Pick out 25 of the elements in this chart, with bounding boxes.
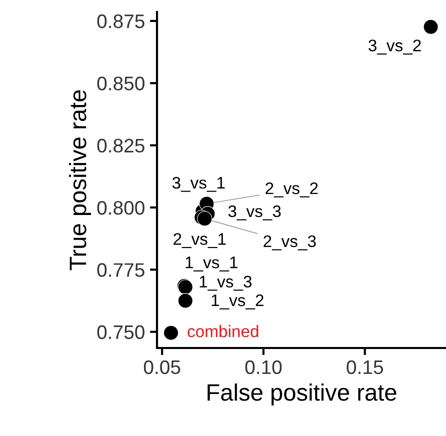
x-axis-title: False positive rate: [208, 383, 396, 406]
annotation: 2_vs_3: [264, 235, 316, 250]
annotation: combined: [188, 325, 258, 338]
y-tick-label: 0.875: [97, 14, 144, 28]
point: [178, 293, 193, 308]
x-tick-label: 0.05: [144, 360, 180, 374]
annotation: 3_vs_2: [368, 40, 421, 55]
annotation: 2_vs_1: [174, 233, 226, 248]
point: [163, 325, 179, 340]
point: [197, 211, 212, 226]
annotation: 2_vs_2: [266, 182, 318, 198]
annotation: 3_vs_3: [228, 205, 281, 220]
annotation: 1_vs_2: [212, 294, 264, 310]
x-tick-label: 0.10: [245, 360, 282, 374]
annotation: 1_vs_3: [200, 276, 252, 291]
annotation: 1_vs_1: [186, 256, 238, 272]
y-tick-label: 0.775: [97, 263, 144, 277]
y-tick-label: 0.800: [97, 200, 144, 215]
y-tick-label: 0.750: [97, 325, 144, 340]
point: [423, 19, 438, 34]
annotation: 3_vs_1: [172, 176, 225, 192]
x-tick-label: 0.15: [346, 360, 383, 374]
y-tick-label: 0.850: [97, 76, 144, 90]
y-axis-title: True positive rate: [68, 90, 91, 270]
y-tick-label: 0.825: [97, 138, 144, 153]
